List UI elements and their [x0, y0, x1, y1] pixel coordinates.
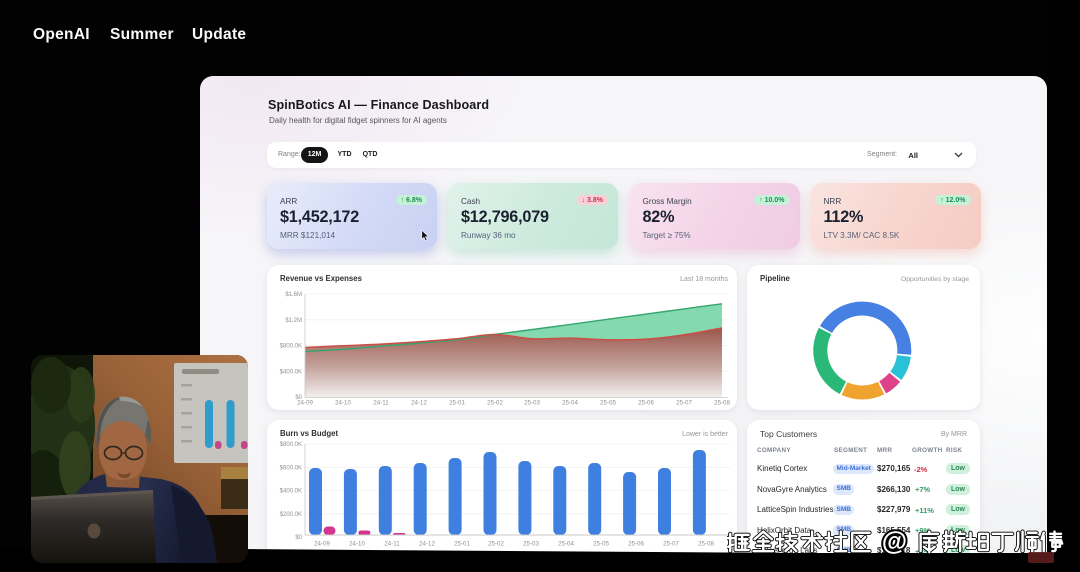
svg-text:24-09: 24-09	[314, 541, 330, 548]
svg-text:25-02: 25-02	[488, 541, 504, 548]
svg-text:$1.6M: $1.6M	[285, 292, 302, 298]
svg-text:25-01: 25-01	[449, 400, 465, 407]
svg-text:$600.0K: $600.0K	[280, 465, 302, 471]
svg-text:25-07: 25-07	[676, 400, 692, 407]
svg-text:25-05: 25-05	[593, 541, 609, 548]
svg-text:24-09: 24-09	[297, 400, 313, 407]
svg-text:24-10: 24-10	[349, 541, 365, 548]
svg-text:25-04: 25-04	[562, 400, 578, 407]
svg-text:25-01: 25-01	[454, 541, 470, 548]
svg-text:25-08: 25-08	[714, 400, 730, 407]
svg-text:$400.0K: $400.0K	[280, 489, 302, 495]
svg-text:$0: $0	[295, 395, 302, 401]
svg-text:25-05: 25-05	[600, 400, 616, 407]
svg-text:24-10: 24-10	[335, 400, 351, 407]
svg-text:24-12: 24-12	[411, 400, 427, 407]
svg-text:25-06: 25-06	[638, 400, 654, 407]
svg-text:25-02: 25-02	[487, 400, 503, 407]
svg-text:$200.0K: $200.0K	[280, 512, 302, 518]
svg-text:25-03: 25-03	[524, 400, 540, 407]
svg-text:$1.2M: $1.2M	[285, 318, 302, 324]
svg-text:$400.0K: $400.0K	[280, 369, 302, 375]
svg-text:$800.0K: $800.0K	[280, 344, 302, 350]
svg-text:25-07: 25-07	[663, 541, 679, 548]
svg-text:25-04: 25-04	[558, 541, 574, 548]
svg-text:$800.0K: $800.0K	[280, 442, 302, 448]
svg-text:25-03: 25-03	[523, 541, 539, 548]
svg-text:$0: $0	[295, 535, 302, 541]
svg-text:24-12: 24-12	[419, 541, 435, 548]
svg-text:24-11: 24-11	[384, 541, 400, 548]
svg-text:25-08: 25-08	[698, 541, 714, 548]
svg-text:@: @	[882, 528, 907, 556]
svg-text:24-11: 24-11	[373, 400, 389, 407]
svg-text:25-06: 25-06	[628, 541, 644, 548]
